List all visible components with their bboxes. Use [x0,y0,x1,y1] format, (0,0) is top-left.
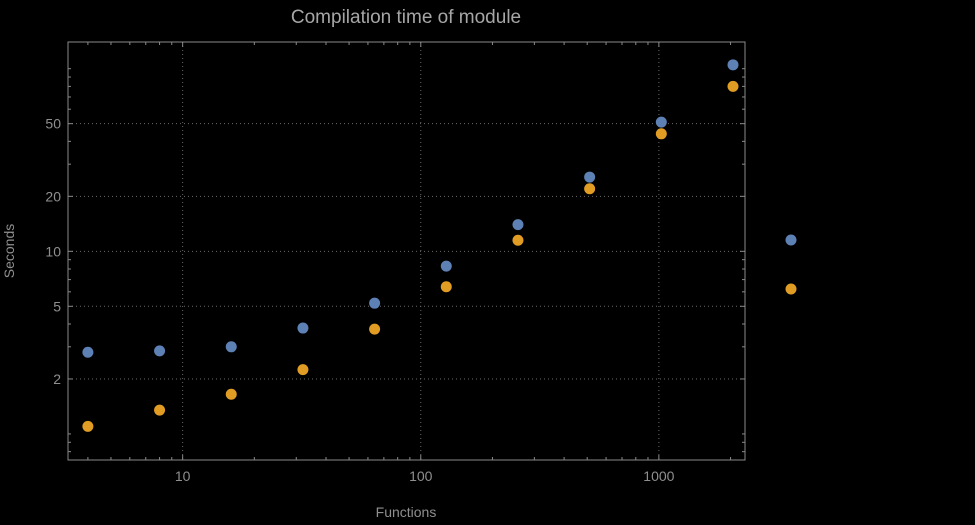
data-point-blue [369,297,381,309]
data-point-blue [512,219,524,231]
y-tick-label: 50 [45,116,61,132]
points-layer [82,59,739,432]
data-point-blue [584,171,596,183]
data-point-blue [440,260,452,272]
legend-marker-orange [785,283,797,295]
data-point-orange [82,420,94,432]
data-point-orange [297,364,309,376]
frame-layer: 10 100 1000 2 5 10 20 50 [45,41,746,484]
x-tick-label: 100 [409,468,433,484]
chart-title: Compilation time of module [291,7,521,28]
legend-marker-blue [785,234,797,246]
data-point-blue [655,116,667,128]
data-point-orange [225,388,237,400]
data-point-blue [82,346,94,358]
data-point-orange [440,281,452,293]
data-point-orange [512,234,524,246]
data-point-orange [369,323,381,335]
y-tick-label: 20 [45,188,61,204]
data-point-orange [154,404,166,416]
grid-layer [68,42,745,460]
data-point-orange [584,183,596,195]
data-point-blue [225,341,237,353]
data-point-orange [727,80,739,92]
x-axis-label: Functions [376,504,437,520]
y-axis-label: Seconds [1,224,17,278]
plot-frame [67,41,746,461]
x-tick-label: 1000 [643,468,674,484]
y-tick-label: 10 [45,243,61,259]
data-point-blue [154,345,166,357]
data-point-blue [727,59,739,71]
y-tick-label: 5 [53,298,61,314]
legend-layer [785,234,797,295]
data-point-blue [297,322,309,334]
x-tick-label: 10 [175,468,191,484]
data-point-orange [655,128,667,140]
y-tick-label: 2 [53,371,61,387]
